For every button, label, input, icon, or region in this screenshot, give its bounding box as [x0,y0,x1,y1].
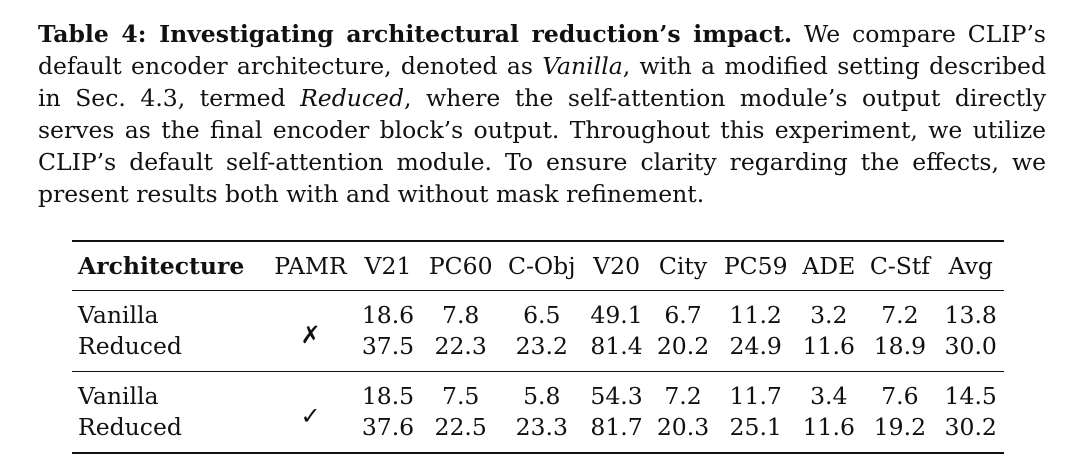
cell-pc60: 7.8 [442,300,480,329]
row-architecture: Reduced [78,331,182,360]
header-city: City [658,252,708,280]
cell-c-stf: 7.2 [881,300,919,329]
cell-v20: 54.3 [590,381,643,410]
header-ade: ADE [802,252,856,280]
cell-city: 20.2 [656,331,710,360]
cell-avg: 30.2 [944,412,997,441]
cell-pc60: 22.5 [434,412,487,441]
cell-v21: 37.5 [361,331,415,360]
cell-avg: 13.8 [944,300,997,329]
cell-pc59: 11.7 [729,381,782,410]
cell-city: 20.3 [656,412,710,441]
cell-v21: 18.5 [361,381,415,410]
results-table-wrapper: Architecture PAMR V21 PC60 C-Obj V20 Cit… [72,240,1004,454]
cell-c-stf: 19.2 [873,412,927,441]
cell-ade: 3.2 [810,300,848,329]
cell-c-obj: 6.5 [523,300,561,329]
cell-pc59: 11.2 [729,300,782,329]
caption-text-2: , with a modified setting described in S… [38,52,1046,112]
header-pc60: PC60 [428,252,493,280]
check-icon: ✓ [300,402,321,430]
row-architecture: Vanilla [78,381,159,410]
cell-city: 7.2 [664,381,702,410]
group-without-pamr: Vanilla ✗ 18.6 7.8 6.5 49.1 6.7 11.2 3.2… [72,291,1004,372]
cell-v20: 81.7 [590,412,643,441]
cell-v21: 37.6 [361,412,415,441]
cell-pc60: 7.5 [442,381,480,410]
table-row: Reduced 37.5 22.3 23.2 81.4 20.2 24.9 11… [72,330,1004,372]
cell-ade: 3.4 [810,381,848,410]
cell-pc59: 24.9 [729,331,782,360]
cell-v20: 49.1 [590,300,643,329]
cell-ade: 11.6 [802,331,855,360]
table-row: Vanilla ✓ 18.5 7.5 5.8 54.3 7.2 11.7 3.4… [72,372,1004,431]
caption-text-3: , where the self-attention module’s outp… [38,84,1046,208]
table-row: Vanilla ✗ 18.6 7.8 6.5 49.1 6.7 11.2 3.2… [72,291,1004,350]
cell-avg: 30.0 [944,331,997,360]
header-pc59: PC59 [723,252,788,280]
cell-c-obj: 23.2 [515,331,568,360]
header-v21: V21 [364,252,412,280]
cell-city: 6.7 [664,300,702,329]
header-c-obj: C-Obj [508,252,576,280]
cell-v20: 81.4 [590,331,643,360]
cell-avg: 14.5 [944,381,997,410]
header-architecture: Architecture [78,252,245,280]
cell-c-stf: 18.9 [873,331,927,360]
table-row: Reduced 37.6 22.5 23.3 81.7 20.3 25.1 11… [72,411,1004,453]
caption-text-1: We compare CLIP’s default encoder archit… [38,20,1046,80]
header-avg: Avg [948,252,993,280]
header-c-stf: C-Stf [869,252,930,280]
caption-term-vanilla: Vanilla [542,52,623,80]
cell-pc59: 25.1 [729,412,782,441]
header-pamr: PAMR [274,252,347,280]
table-caption: Table 4: Investigating architectural red… [38,18,1046,210]
cell-ade: 11.6 [802,412,855,441]
cell-c-obj: 5.8 [523,381,561,410]
row-architecture: Reduced [78,412,182,441]
group-with-pamr: Vanilla ✓ 18.5 7.5 5.8 54.3 7.2 11.7 3.4… [72,371,1004,453]
caption-label: Table 4: Investigating architectural red… [38,20,793,48]
cell-v21: 18.6 [361,300,415,329]
results-table: Architecture PAMR V21 PC60 C-Obj V20 Cit… [72,240,1004,454]
cell-c-obj: 23.3 [515,412,568,441]
cell-c-stf: 7.6 [881,381,919,410]
header-row: Architecture PAMR V21 PC60 C-Obj V20 Cit… [72,241,1004,291]
header-v20: V20 [593,252,641,280]
row-architecture: Vanilla [78,300,159,329]
cross-icon: ✗ [300,321,321,349]
caption-term-reduced: Reduced [300,84,405,112]
cell-pc60: 22.3 [434,331,487,360]
